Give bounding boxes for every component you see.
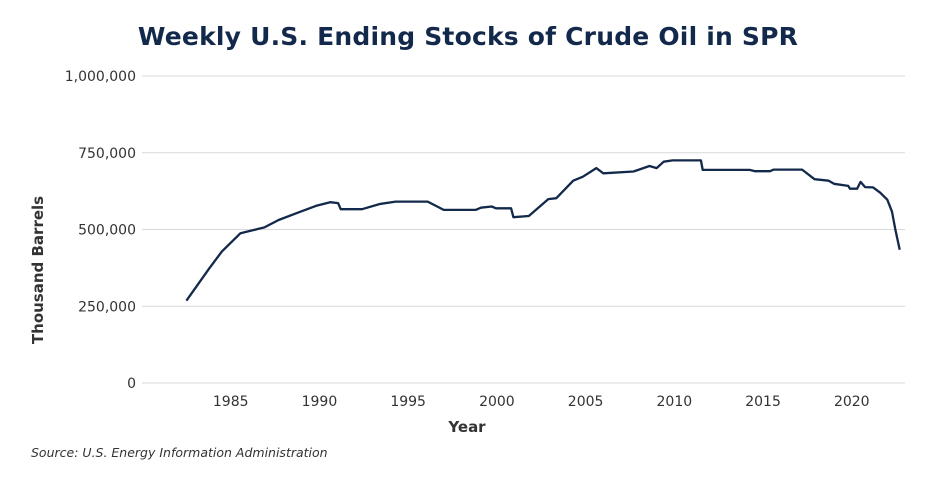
x-tick-label: 2005 bbox=[568, 394, 604, 410]
y-tick-label: 1,000,000 bbox=[65, 69, 136, 85]
y-tick-label: 500,000 bbox=[78, 223, 136, 239]
y-axis-label: Thousand Barrels bbox=[29, 196, 47, 344]
series-line bbox=[185, 159, 901, 302]
x-tick-label: 1985 bbox=[213, 394, 249, 410]
y-tick-label: 0 bbox=[127, 376, 136, 392]
x-tick-label: 2000 bbox=[479, 394, 515, 410]
x-tick-label: 1995 bbox=[390, 394, 426, 410]
y-tick-label: 750,000 bbox=[78, 146, 136, 162]
chart-title: Weekly U.S. Ending Stocks of Crude Oil i… bbox=[137, 22, 799, 51]
source-note: Source: U.S. Energy Information Administ… bbox=[31, 445, 328, 460]
x-axis-label: Year bbox=[447, 418, 486, 436]
y-tick-label: 250,000 bbox=[78, 299, 136, 315]
x-tick-label: 2010 bbox=[657, 394, 693, 410]
x-tick-label: 2020 bbox=[834, 394, 870, 410]
x-tick-label: 1990 bbox=[302, 394, 338, 410]
x-tick-label: 2015 bbox=[745, 394, 781, 410]
